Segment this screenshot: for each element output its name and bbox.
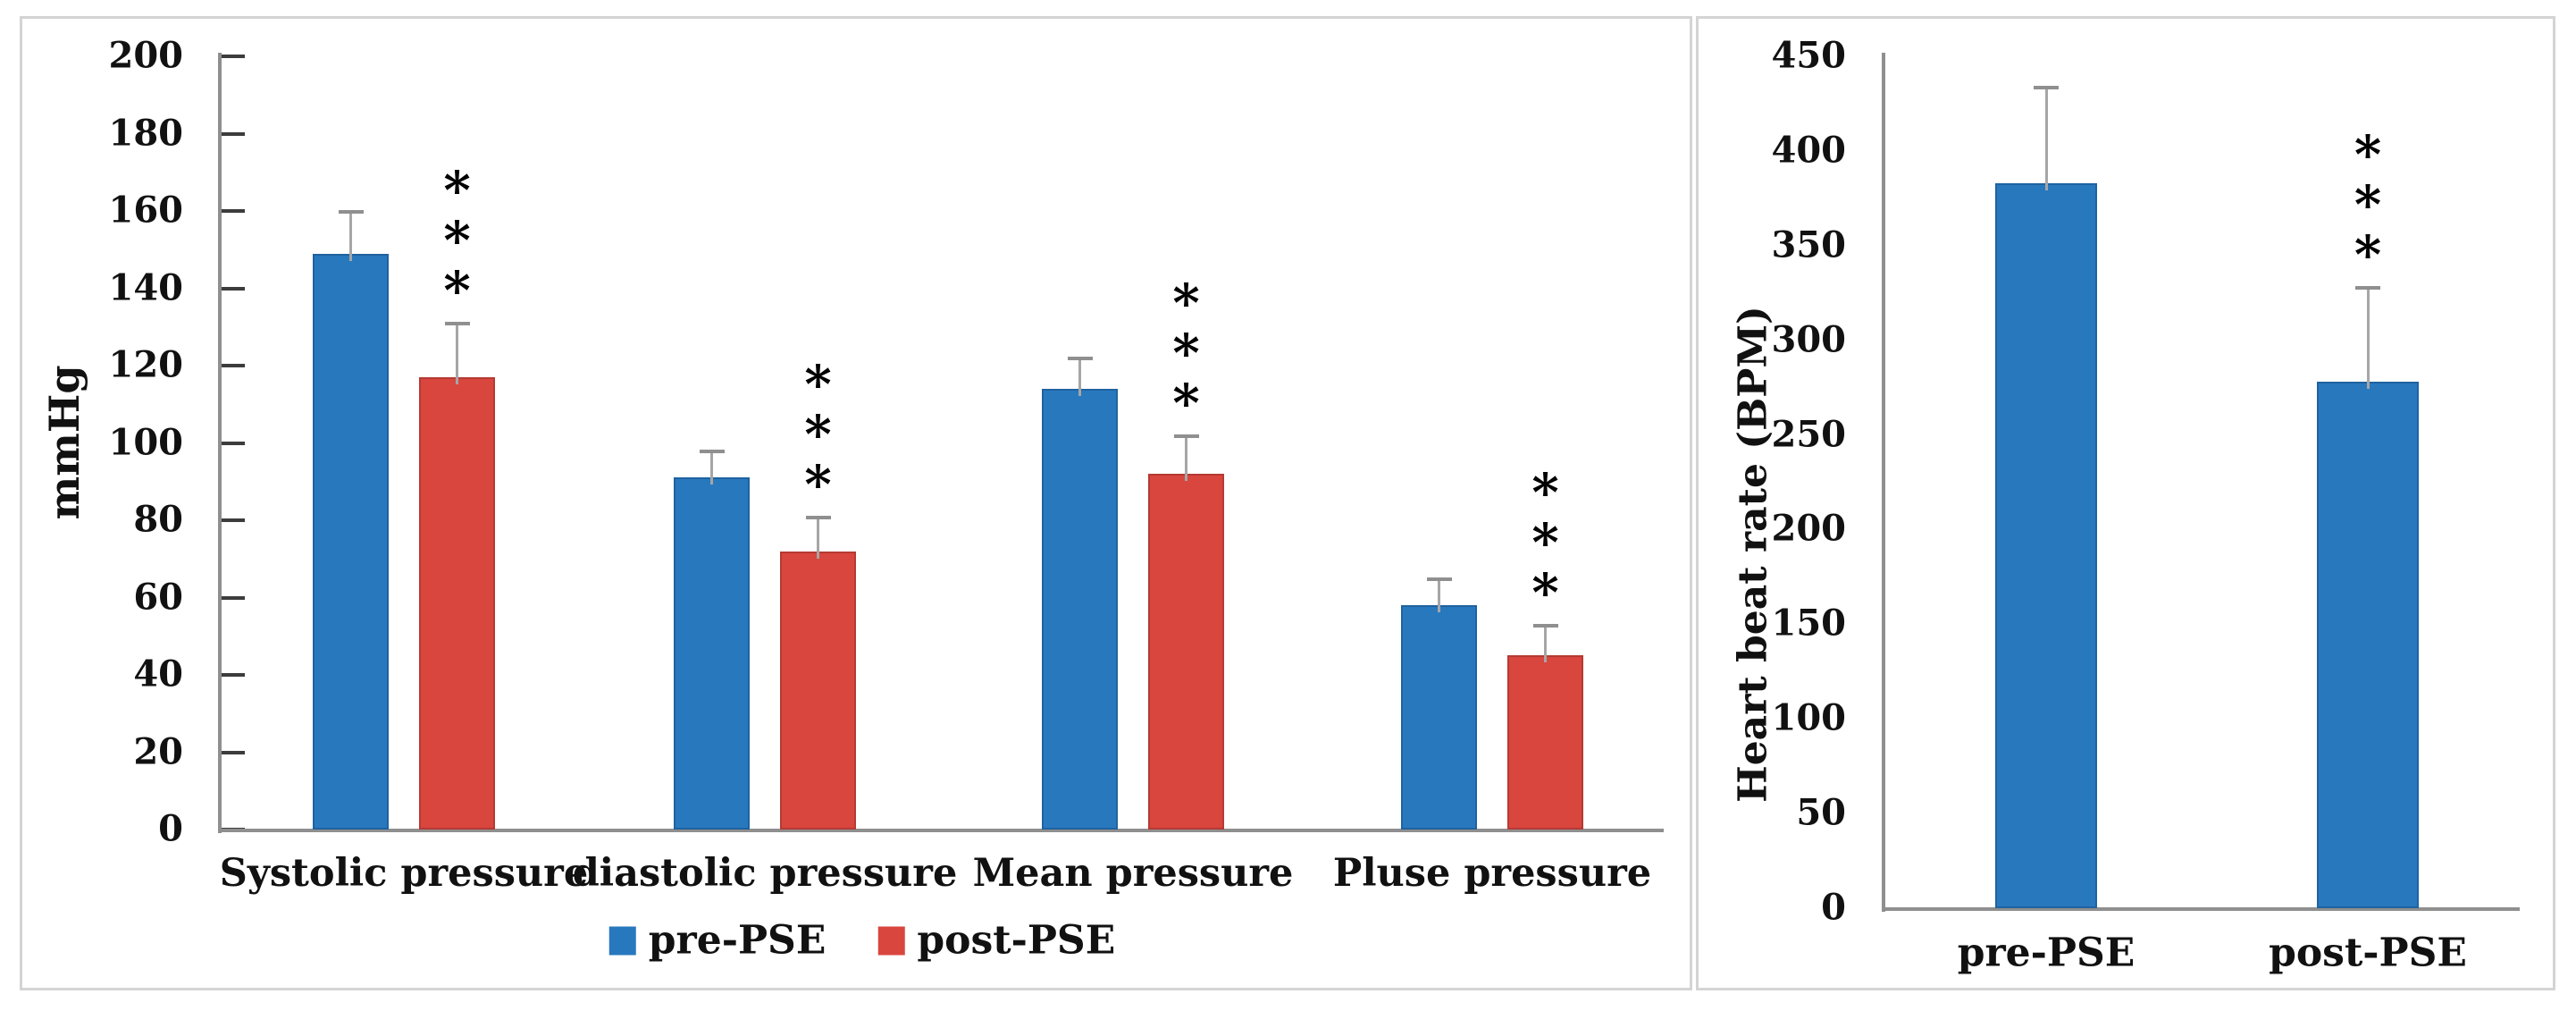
y-tick-label: 140	[108, 266, 184, 309]
significance-asterisk: *	[443, 210, 471, 272]
y-tick-mark	[222, 364, 245, 367]
significance-asterisk: *	[804, 353, 832, 415]
category-label: pre-PSE	[1957, 930, 2135, 976]
y-tick-label: 150	[1771, 602, 1847, 645]
y-tick-label: 50	[1796, 791, 1846, 834]
significance-asterisk: *	[443, 160, 471, 222]
legend-label: pre-PSE	[648, 917, 827, 964]
legend: pre-PSE post-PSE	[608, 917, 1115, 964]
y-tick-mark	[222, 595, 245, 600]
error-bar-cap	[2034, 85, 2059, 89]
error-bar-cap	[699, 450, 725, 454]
y-tick-label: 250	[1771, 413, 1847, 456]
y-axis-line	[218, 53, 222, 833]
significance-asterisk: *	[1531, 561, 1559, 623]
bar-pre-pse	[1401, 605, 1477, 830]
error-bar-whisker	[456, 323, 458, 384]
y-tick-label: 400	[1771, 129, 1847, 172]
y-tick-label: 0	[158, 807, 183, 850]
bar-post-pse	[1148, 474, 1224, 830]
error-bar-whisker	[817, 516, 819, 559]
category-label: Mean pressure	[972, 851, 1294, 896]
y-tick-label: 100	[1771, 696, 1847, 739]
legend-swatch-icon	[608, 926, 636, 955]
y-tick-label: 350	[1771, 223, 1847, 266]
legend-item-post-pse: post-PSE	[877, 918, 1115, 964]
error-bar-cap	[1173, 434, 1199, 438]
bar-post-pse	[1507, 655, 1583, 830]
category-label: diastolic pressure	[572, 851, 958, 896]
y-tick-label: 450	[1771, 34, 1847, 77]
bar-pre-pse	[674, 477, 750, 830]
significance-asterisk: *	[804, 403, 832, 465]
error-bar-cap	[1426, 577, 1452, 581]
y-tick-label: 80	[133, 498, 183, 541]
error-bar-whisker	[710, 451, 713, 485]
y-tick-label: 100	[108, 421, 184, 464]
y-tick-label: 180	[108, 112, 184, 155]
category-label: Systolic pressure	[219, 851, 589, 896]
y-tick-label: 20	[133, 730, 183, 773]
error-bar-whisker	[1078, 358, 1081, 396]
y-tick-label: 300	[1771, 318, 1847, 361]
y-tick-label: 60	[133, 576, 183, 619]
error-bar-whisker	[1438, 577, 1440, 613]
error-bar-whisker	[1185, 434, 1187, 482]
y-tick-mark	[222, 518, 245, 522]
y-tick-mark	[222, 673, 245, 677]
error-bar-cap	[2355, 286, 2380, 291]
significance-asterisk: *	[2354, 224, 2382, 286]
category-label: Pluse pressure	[1332, 851, 1652, 896]
error-bar-cap	[1532, 623, 1558, 628]
y-tick-mark	[222, 55, 245, 58]
y-tick-label: 200	[1771, 507, 1847, 550]
significance-asterisk: *	[1531, 511, 1559, 573]
legend-item-pre-pse: pre-PSE	[608, 917, 827, 964]
legend-label: post-PSE	[917, 917, 1116, 964]
y-axis-line	[1882, 53, 1885, 912]
y-tick-label: 40	[133, 653, 183, 695]
error-bar-cap	[805, 515, 831, 519]
significance-asterisk: *	[2354, 124, 2382, 186]
bar-pre-pse	[313, 253, 389, 830]
bar-heart-beat-rate	[2317, 382, 2419, 908]
y-tick-mark	[222, 286, 245, 291]
error-bar-whisker	[2044, 86, 2048, 190]
x-axis-line	[218, 829, 1664, 832]
significance-asterisk: *	[804, 453, 832, 515]
bar-post-pse	[780, 551, 856, 830]
error-bar-cap	[338, 210, 364, 214]
bar-post-pse	[419, 376, 495, 830]
y-tick-mark	[222, 441, 245, 445]
y-tick-mark	[222, 131, 245, 136]
error-bar-cap	[444, 322, 470, 326]
significance-asterisk: *	[2354, 174, 2382, 236]
bar-heart-beat-rate	[1995, 182, 2097, 908]
significance-asterisk: *	[1172, 272, 1200, 333]
error-bar-cap	[1067, 357, 1093, 361]
y-tick-label: 0	[1821, 886, 1846, 929]
significance-asterisk: *	[443, 260, 471, 322]
legend-swatch-icon	[877, 926, 905, 955]
y-tick-mark	[222, 209, 245, 213]
error-bar-whisker	[349, 211, 352, 261]
y-tick-label: 200	[108, 34, 184, 77]
y-tick-label: 120	[108, 343, 184, 386]
y-tick-mark	[222, 750, 245, 754]
error-bar-whisker	[1544, 624, 1547, 663]
chart-panel-blood-pressure	[20, 16, 1692, 990]
significance-asterisk: *	[1172, 372, 1200, 434]
x-axis-line	[1882, 907, 2520, 911]
bar-pre-pse	[1042, 388, 1118, 830]
category-label: post-PSE	[2269, 930, 2467, 976]
error-bar-whisker	[2366, 287, 2370, 390]
significance-asterisk: *	[1172, 322, 1200, 383]
significance-asterisk: *	[1531, 461, 1559, 523]
y-tick-label: 160	[108, 189, 184, 232]
